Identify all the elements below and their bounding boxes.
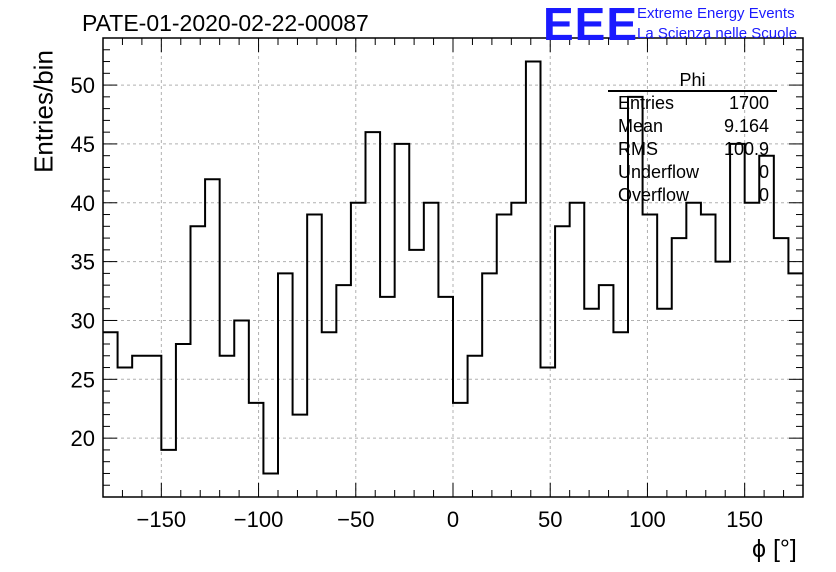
histogram-bin	[599, 285, 614, 497]
histogram-bin	[541, 368, 556, 497]
stats-row-overflow: Overflow 0	[608, 184, 777, 207]
x-tick-label: 100	[629, 507, 666, 532]
logo-line-1: Extreme Energy Events	[637, 5, 795, 22]
histogram-bin	[161, 450, 176, 497]
histogram-bin	[351, 203, 366, 497]
histogram-bin	[672, 238, 687, 497]
histogram-bin	[526, 62, 541, 497]
histogram-bin	[263, 473, 278, 497]
x-tick-label: 0	[447, 507, 459, 532]
histogram-bin	[716, 262, 731, 497]
stats-value: 0	[758, 162, 769, 182]
eee-logo: EEE	[543, 0, 639, 50]
histogram-series	[103, 60, 803, 497]
histogram-bin	[409, 250, 424, 497]
histogram-bin	[453, 403, 468, 497]
histogram-bin	[511, 203, 526, 497]
histogram-bin	[643, 215, 658, 497]
stats-value: 100.9	[723, 139, 769, 159]
histogram-bin	[132, 356, 147, 497]
histogram-bin	[234, 320, 249, 497]
stats-label: RMS	[618, 139, 658, 159]
x-tick-label: 150	[726, 507, 763, 532]
histogram-bin	[380, 297, 395, 497]
histogram-bin	[336, 285, 351, 497]
histogram-bin	[366, 132, 381, 497]
stats-label: Underflow	[618, 162, 700, 182]
histogram-bin	[686, 203, 701, 497]
logo-line-2: La Scienza nelle Scuole	[637, 25, 798, 42]
y-tick-label: 30	[71, 308, 95, 333]
y-axis-label: Entries/bin	[28, 50, 59, 173]
stats-label: Entries	[618, 93, 675, 113]
stats-title: Phi	[608, 70, 777, 92]
stats-row-mean: Mean 9.164	[608, 115, 777, 138]
histogram-bin	[249, 403, 264, 497]
x-tick-label: −100	[234, 507, 284, 532]
chart-title: PATE-01-2020-02-22-00087	[82, 10, 369, 36]
histogram-bin	[745, 203, 760, 497]
histogram-bin	[613, 332, 628, 497]
stats-row-underflow: Underflow 0	[608, 161, 777, 184]
histogram-bin	[118, 368, 133, 497]
stats-value: 9.164	[723, 116, 769, 136]
y-tick-label: 45	[71, 132, 95, 157]
histogram-bin	[438, 297, 453, 497]
y-tick-label: 50	[71, 73, 95, 98]
y-tick-label: 20	[71, 426, 95, 451]
histogram-bin	[657, 309, 672, 497]
histogram-bin	[555, 226, 570, 497]
histogram-bin	[774, 238, 789, 497]
y-tick-label: 25	[71, 367, 95, 392]
stats-row-rms: RMS 100.9	[608, 138, 777, 161]
histogram-bin	[395, 144, 410, 497]
histogram-bin	[788, 273, 803, 497]
stats-box: Phi Entries 1700 Mean 9.164 RMS 100.9 Un…	[608, 70, 777, 207]
histogram-bin	[191, 226, 206, 497]
histogram-bin	[497, 215, 512, 497]
histogram-bin	[424, 203, 439, 497]
histogram-bin	[468, 356, 483, 497]
histogram-bin	[570, 203, 585, 497]
x-tick-label: −150	[137, 507, 187, 532]
histogram-bin	[293, 415, 308, 497]
x-axis-label: ϕ [°]	[752, 535, 797, 563]
y-tick-label: 35	[71, 250, 95, 275]
axes: −150 −100 −50 0 50 100 150 20 25 30 35 40 45 50	[71, 37, 804, 532]
x-tick-label: 50	[538, 507, 562, 532]
histogram-outline	[103, 60, 803, 475]
histogram-bin	[322, 332, 337, 497]
stats-label: Mean	[618, 116, 664, 136]
stats-value: 1700	[728, 93, 769, 113]
histogram-bin	[278, 273, 293, 497]
histogram-bin	[584, 309, 599, 497]
histogram-bin	[147, 356, 162, 497]
y-tick-label: 40	[71, 191, 95, 216]
histogram-bin	[176, 344, 191, 497]
histogram-bin	[205, 179, 220, 497]
histogram-bin	[482, 273, 497, 497]
x-tick-label: −50	[337, 507, 374, 532]
histogram-bin	[307, 215, 322, 497]
stats-label: Overflow	[618, 185, 690, 205]
stats-value: 0	[758, 185, 769, 205]
histogram-bin	[701, 215, 716, 497]
histogram-bin	[220, 356, 235, 497]
stats-row-entries: Entries 1700	[608, 92, 777, 115]
